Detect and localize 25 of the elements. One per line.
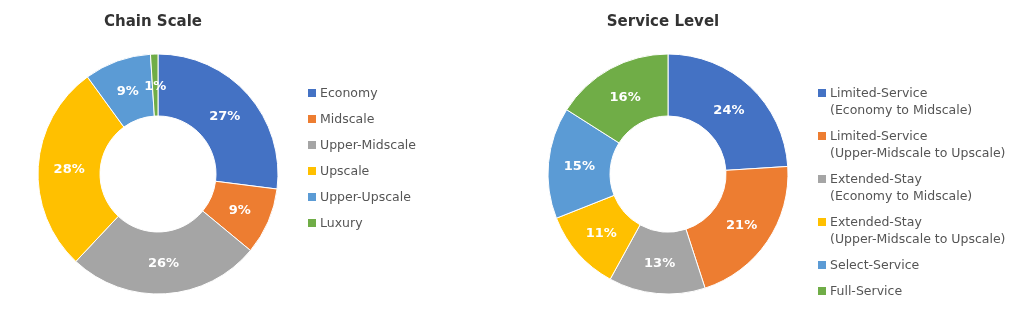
legend-label: Upper-Upscale xyxy=(320,188,411,205)
legend-label: Extended-Stay (Upper-Midscale to Upscale) xyxy=(830,213,1006,247)
legend-label: Luxury xyxy=(320,214,363,231)
data-label: 24% xyxy=(713,101,745,117)
legend-label: Upscale xyxy=(320,162,370,179)
data-label: 9% xyxy=(116,82,139,98)
legend-label: Full-Service xyxy=(830,282,903,299)
legend-label: Extended-Stay (Economy to Midscale) xyxy=(830,170,973,204)
legend-label: Midscale xyxy=(320,110,375,127)
chart-title: Chain Scale xyxy=(103,12,203,30)
data-label: 27% xyxy=(209,107,241,123)
legend-label: Upper-Midscale xyxy=(320,136,416,153)
data-label: 28% xyxy=(53,160,85,176)
data-label: 21% xyxy=(726,216,758,232)
data-label: 15% xyxy=(563,158,595,174)
data-label: 26% xyxy=(148,255,180,271)
data-label: 16% xyxy=(609,88,641,104)
legend-label: Limited-Service (Economy to Midscale) xyxy=(830,84,973,118)
legend-label: Select-Service xyxy=(830,256,920,273)
data-label: 9% xyxy=(228,201,251,217)
chart-title: Service Level xyxy=(605,12,721,30)
legend-label: Economy xyxy=(320,84,378,101)
legend-label: Limited-Service (Upper-Midscale to Upscale) xyxy=(830,127,1006,161)
data-label: 11% xyxy=(585,225,617,241)
data-label: 13% xyxy=(644,255,676,271)
